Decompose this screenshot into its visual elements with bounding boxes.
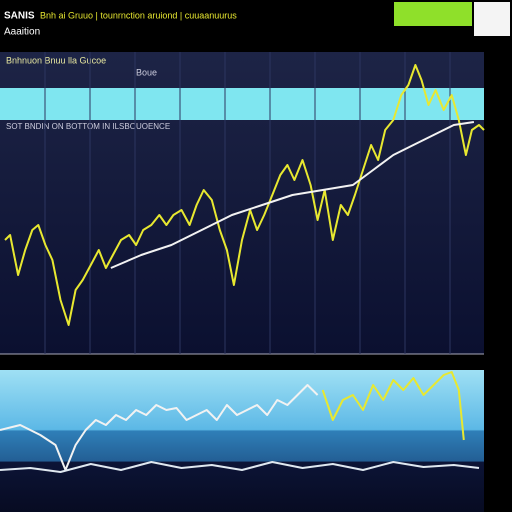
chart-subtitle: Boue (136, 67, 157, 77)
menu-text[interactable]: Bnh ai Gruuo | tounrnction aruiond | cuu… (40, 10, 237, 20)
price-line (0, 384, 319, 471)
status-box (394, 2, 472, 26)
price-line (321, 371, 465, 441)
thumbnail (474, 2, 510, 36)
chart-title: Bnhnuon Bnuu lla Gucoe (6, 55, 106, 65)
annotation: SOT BNDIN ON BOTTOM IN ILSBOUOENCE (6, 122, 170, 131)
price-line (0, 461, 480, 473)
lower-panel (0, 370, 484, 512)
price-line (4, 64, 485, 326)
highlight-band (0, 88, 484, 120)
price-line (110, 121, 475, 269)
account-label: Aaaition (4, 27, 40, 38)
app-title: SANIS (4, 11, 35, 22)
